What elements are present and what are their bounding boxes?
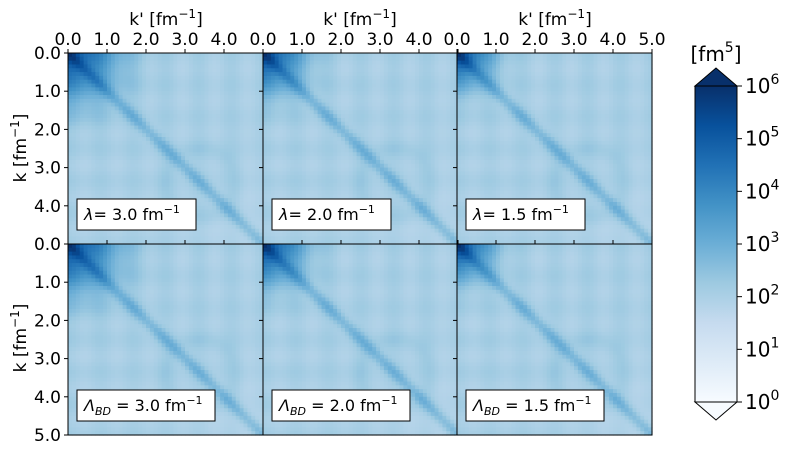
heatmap-panels: λ= 3.0 fm−1 λ= 2.0 fm−1 λ= 1.5 fm−1 ΛBD = 3…: [67, 52, 653, 436]
panel-frame: [456, 243, 653, 436]
x-tick-label: 2.0: [132, 30, 159, 50]
colorbar: 100 101 102 103 104 105 106: [693, 67, 779, 421]
colorbar-tick-label: 100: [745, 388, 779, 414]
x-tick-label: 3.0: [366, 30, 393, 50]
colorbar-tick-label: 105: [745, 125, 779, 151]
y-axis-title-row1: k [fm−1]: [8, 114, 31, 183]
y-tick-label: 2.0: [34, 311, 61, 331]
x-tick-label: 2.0: [327, 30, 354, 50]
y-tick-label: 0.0: [34, 44, 61, 64]
x-axis-title-col3: k' [fm−1]: [518, 7, 591, 30]
colorbar-bar: [694, 85, 738, 403]
panel-0-0: λ= 3.0 fm−1: [67, 52, 264, 245]
x-tick-label: 0.0: [443, 30, 470, 50]
panel-label-text: λ= 1.5 fm−1: [472, 203, 569, 224]
x-tick-label: 1.0: [288, 30, 315, 50]
colorbar-tick-label: 101: [745, 335, 779, 361]
x-tick-label: 2.0: [521, 30, 548, 50]
colorbar-extend-bottom: [693, 401, 739, 421]
y-tick-label: 3.0: [34, 159, 61, 179]
colorbar-tick-label: 103: [745, 230, 779, 256]
y-tick-label: 4.0: [34, 197, 61, 217]
axis-ticks: 0.0 0.0 0.01.0 1.0 1.02.0 2.0 2.03.0 3.0 3.04.0 4…: [34, 30, 666, 446]
colorbar-extend-top: [693, 67, 739, 87]
x-tick-label: 1.0: [482, 30, 509, 50]
x-axis-title-col2: k' [fm−1]: [323, 7, 396, 30]
x-tick-label: 4.0: [405, 30, 432, 50]
x-tick-label: 1.0: [93, 30, 120, 50]
x-tick-label: 3.0: [171, 30, 198, 50]
y-axis-title-row2: k [fm−1]: [8, 304, 31, 373]
y-tick-label: 1.0: [34, 82, 61, 102]
panel-0-1: λ= 2.0 fm−1: [262, 52, 459, 245]
panel-label-5: ΛBD = 2.0 fm−1: [271, 389, 411, 422]
panel-label-text: λ= 3.0 fm−1: [83, 203, 180, 224]
panel-label-text: ΛBD = 2.0 fm−1: [277, 394, 398, 418]
panel-label-text: ΛBD = 3.0 fm−1: [82, 394, 203, 418]
y-tick-label: 1.0: [34, 273, 61, 293]
panel-1-2: ΛBD = 1.5 fm−1: [456, 243, 653, 436]
colorbar-tick-label: 102: [745, 283, 779, 309]
x-tick-label: 4.0: [599, 30, 626, 50]
colorbar-title: [fm5]: [690, 40, 741, 66]
panel-label-4: ΛBD = 3.0 fm−1: [76, 389, 216, 422]
panel-label-text: λ= 2.0 fm−1: [278, 203, 375, 224]
x-tick-label: 5.0: [638, 30, 665, 50]
y-tick-label: 0.0: [34, 235, 61, 255]
panel-label-text: ΛBD = 1.5 fm−1: [471, 394, 592, 418]
panel-label-3: λ= 1.5 fm−1: [465, 198, 586, 231]
panel-1-0: ΛBD = 3.0 fm−1: [67, 243, 264, 436]
panel-label-2: λ= 2.0 fm−1: [271, 198, 392, 231]
y-tick-label: 5.0: [34, 426, 61, 446]
x-tick-label: 4.0: [210, 30, 237, 50]
colorbar-tick-label: 104: [745, 177, 779, 203]
colorbar-tick-label: 106: [745, 72, 779, 98]
y-tick-label: 4.0: [34, 388, 61, 408]
x-tick-label: 0.0: [249, 30, 276, 50]
panel-1-1: ΛBD = 2.0 fm−1: [262, 243, 459, 436]
panel-label-1: λ= 3.0 fm−1: [76, 198, 197, 231]
y-tick-label: 3.0: [34, 350, 61, 370]
x-tick-label: 0.0: [54, 30, 81, 50]
x-tick-label: 3.0: [560, 30, 587, 50]
panel-0-2: λ= 1.5 fm−1: [456, 52, 653, 245]
panel-label-6: ΛBD = 1.5 fm−1: [465, 389, 605, 422]
x-axis-title-col1: k' [fm−1]: [129, 7, 202, 30]
y-tick-label: 2.0: [34, 120, 61, 140]
